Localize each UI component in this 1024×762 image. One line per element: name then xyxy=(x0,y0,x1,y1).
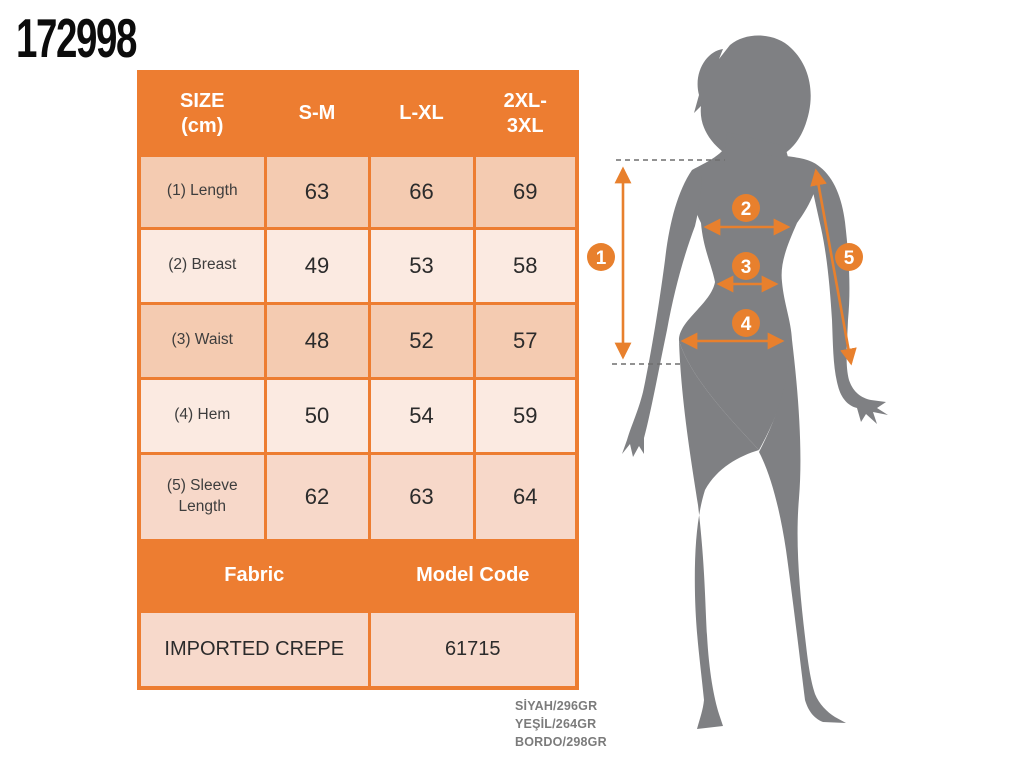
fabric-model-header-row: Fabric Model Code xyxy=(137,538,579,613)
row-label: (2) Breast xyxy=(137,226,267,305)
value-cell: 58 xyxy=(472,226,579,305)
marker-4-label: 4 xyxy=(741,314,752,335)
value-cell: 57 xyxy=(472,301,579,380)
note-line: BORDO/298GR xyxy=(515,735,607,749)
header-cell-sm: S-M xyxy=(264,70,371,157)
color-weight-notes: SİYAH/296GR YEŞİL/264GR BORDO/298GR xyxy=(515,697,607,751)
row-label: (1) Length xyxy=(137,153,267,230)
row-label: (4) Hem xyxy=(137,376,267,455)
table-row-waist: (3) Waist 48 52 57 xyxy=(137,301,579,380)
value-cell: 50 xyxy=(263,376,371,455)
marker-3-circle xyxy=(732,252,760,280)
table-row-breast: (2) Breast 49 53 58 xyxy=(137,226,579,305)
model-code-header-cell: Model Code xyxy=(367,538,579,613)
header-cell-lxl: L-XL xyxy=(368,70,476,157)
marker-1-label: 1 xyxy=(596,248,607,269)
table-row-hem: (4) Hem 50 54 59 xyxy=(137,376,579,455)
value-cell: 54 xyxy=(367,376,476,455)
table-row-length: (1) Length 63 66 69 xyxy=(137,153,579,230)
marker-5-circle xyxy=(835,243,863,271)
marker-2-circle xyxy=(732,194,760,222)
size-table-header-row: SIZE (cm) S-M L-XL 2XL-3XL xyxy=(137,70,579,157)
note-line: SİYAH/296GR xyxy=(515,699,598,713)
marker-4-circle xyxy=(732,309,760,337)
value-cell: 66 xyxy=(367,153,476,230)
sleeve-arrow xyxy=(810,168,857,366)
table-row-sleeve-length: (5) Sleeve Length 62 63 64 xyxy=(137,451,579,542)
figure-svg: 1 2 3 4 5 xyxy=(587,35,888,729)
value-cell: 49 xyxy=(263,226,371,305)
value-cell: 63 xyxy=(367,451,476,542)
row-label: (3) Waist xyxy=(137,301,267,380)
header-cell-size: SIZE (cm) xyxy=(137,70,267,157)
value-cell: 52 xyxy=(367,301,476,380)
female-silhouette-icon xyxy=(622,35,888,729)
fabric-header-cell: Fabric xyxy=(137,538,371,613)
marker-3-label: 3 xyxy=(741,257,752,278)
model-code-value-cell: 61715 xyxy=(367,609,579,690)
fabric-value-cell: IMPORTED CREPE xyxy=(137,609,371,690)
value-cell: 69 xyxy=(472,153,579,230)
marker-1-circle xyxy=(587,243,615,271)
value-cell: 59 xyxy=(472,376,579,455)
product-code: 172998 xyxy=(16,7,137,69)
value-cell: 48 xyxy=(263,301,371,380)
row-label: (5) Sleeve Length xyxy=(137,451,267,542)
value-cell: 53 xyxy=(367,226,476,305)
value-cell: 64 xyxy=(472,451,579,542)
value-cell: 63 xyxy=(263,153,371,230)
note-line: YEŞİL/264GR xyxy=(515,717,597,731)
marker-2-label: 2 xyxy=(741,199,752,220)
fabric-model-value-row: IMPORTED CREPE 61715 xyxy=(137,609,579,690)
header-cell-2xl3xl: 2XL-3XL xyxy=(473,70,579,157)
marker-5-label: 5 xyxy=(844,248,855,269)
value-cell: 62 xyxy=(263,451,371,542)
measurement-figure: 1 2 3 4 5 xyxy=(580,20,1020,762)
size-table: SIZE (cm) S-M L-XL 2XL-3XL (1) Length 63… xyxy=(137,70,579,690)
